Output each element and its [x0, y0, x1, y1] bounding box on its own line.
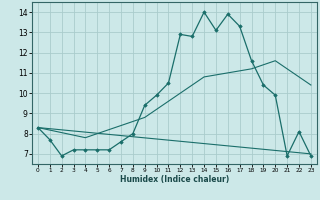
- X-axis label: Humidex (Indice chaleur): Humidex (Indice chaleur): [120, 175, 229, 184]
